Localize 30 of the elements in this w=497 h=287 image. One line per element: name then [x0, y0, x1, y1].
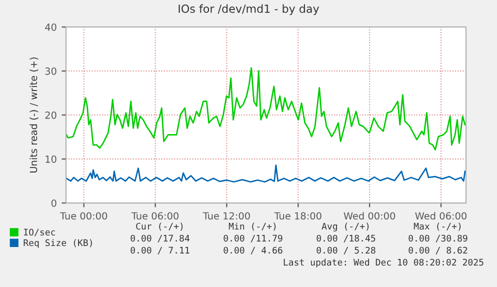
text: Last update: Wed Dec 10 08:20:02 2025	[284, 258, 484, 268]
x-tick-label: Tue 06:00	[131, 212, 178, 220]
legend-label: IO/sec	[24, 228, 56, 236]
text: Min (-/+)	[228, 222, 276, 231]
text: 0.00 /30.89	[408, 234, 468, 242]
y-tick-label: 30	[45, 67, 56, 75]
text: Avg (-/+)	[322, 222, 369, 232]
text: Max (-/+)	[414, 222, 461, 231]
x-tick-label: Tue 00:00	[60, 212, 108, 220]
text: Cur (-/+)	[136, 222, 183, 231]
text: 0.00 /18.45	[316, 234, 376, 242]
y-tick-label: 40	[45, 23, 56, 31]
line-series	[66, 164, 466, 183]
text: 0.00 / 7.11	[130, 246, 190, 254]
x-tick-label: Wed 00:00	[344, 212, 396, 220]
y-tick-label: 0	[51, 199, 56, 207]
x-tick-label: Tue 12:00	[202, 212, 250, 220]
x-tick-label: Tue 18:00	[274, 212, 322, 220]
line-series	[66, 67, 466, 150]
text: 0.00 / 4.66	[224, 246, 282, 254]
text: 0.00 /11.79	[224, 234, 282, 242]
text: 0.00 / 5.28	[316, 246, 376, 254]
y-tick-label: 10	[46, 155, 56, 163]
x-tick-label: Wed 06:00	[415, 212, 467, 220]
text: 0.00 /17.84	[130, 234, 190, 242]
chart-title: IOs for /dev/md1 - by day	[178, 4, 320, 16]
y-axis-title: Units read (-) / write (+)	[30, 57, 38, 173]
y-tick-label: 20	[45, 111, 56, 119]
legend-label: Req Size (KB)	[24, 239, 92, 248]
text: 0.00 / 8.62	[408, 246, 468, 254]
